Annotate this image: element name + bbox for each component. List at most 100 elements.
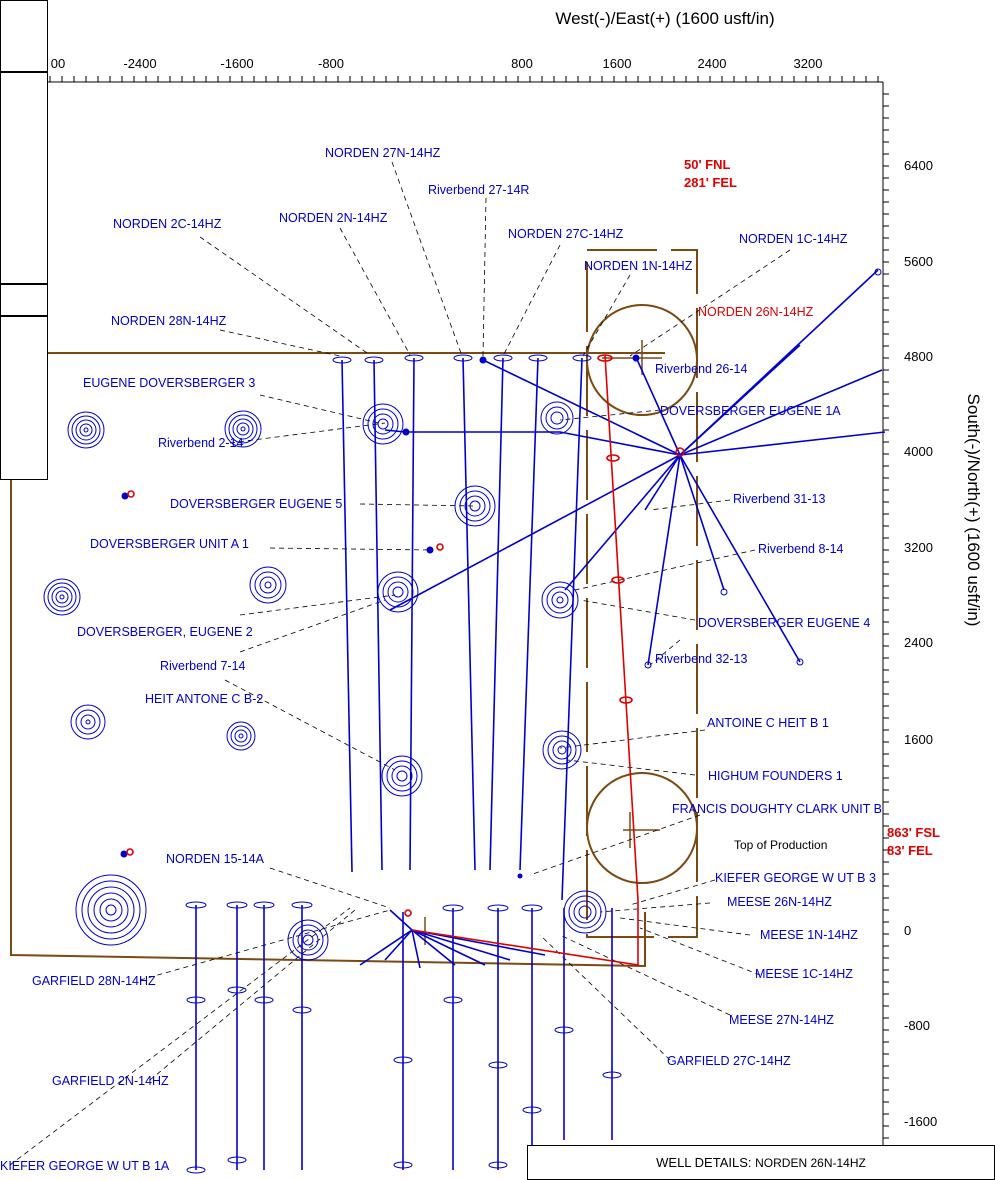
wellbore: [679, 344, 801, 456]
left-panel-lower: [0, 316, 48, 480]
section-boundary: [10, 480, 646, 968]
uncertainty-ellipse: [602, 1071, 622, 1079]
well-symbol: [121, 492, 129, 500]
leader-line: [502, 244, 561, 357]
subject-ellipse: [611, 576, 625, 584]
ring-target: [70, 704, 106, 740]
ring-target: [224, 410, 262, 448]
uncertainty-ellipse: [186, 996, 206, 1004]
y-tick-label: -800: [904, 1018, 930, 1033]
well-label: NORDEN 27N-14HZ: [325, 146, 441, 160]
leader-line: [559, 934, 731, 1016]
well-label: KIEFER GEORGE W UT B 3: [715, 871, 876, 885]
leader-line: [599, 902, 711, 913]
well-label: HEIT ANTONE C B-2: [145, 692, 263, 706]
leader-line: [9, 907, 351, 1166]
target-rings: [43, 401, 607, 961]
leader-line: [639, 927, 761, 976]
well-label: GARFIELD 2N-14HZ: [52, 1074, 169, 1088]
subject-well-path: [411, 354, 639, 966]
wellbore: [411, 929, 456, 966]
uncertainty-ellipse: [292, 1006, 312, 1014]
leader-line: [619, 917, 751, 936]
uncertainty-ellipse: [488, 1161, 508, 1169]
wellbore: [411, 929, 421, 969]
y-tick-label: 3200: [904, 540, 933, 555]
well-details-label: WELL DETAILS:: [656, 1155, 752, 1170]
leader-line: [149, 909, 356, 1081]
well-label: Riverbend 7-14: [160, 659, 246, 673]
well-label: NORDEN 1N-14HZ: [584, 259, 693, 273]
x-tick-label: 3200: [794, 56, 823, 71]
uncertainty-ellipse: [226, 901, 248, 909]
subject-ellipse: [597, 354, 613, 362]
leader-line: [559, 729, 706, 749]
uncertainty-ellipse: [291, 901, 313, 909]
well-label: GARFIELD 28N-14HZ: [32, 974, 156, 988]
ring-target: [67, 411, 105, 449]
wellbore: [634, 354, 681, 456]
wellbore: [359, 929, 413, 966]
wellbore: [644, 454, 681, 511]
y-tick-label: 0: [904, 923, 911, 938]
leader-line: [529, 814, 701, 876]
well-details-box: WELL DETAILS: NORDEN 26N-14HZ: [527, 1145, 995, 1180]
x-tick-label: 800: [511, 56, 533, 71]
y-axis: [882, 82, 889, 1151]
left-panel-header: [0, 284, 48, 316]
subject-marker: [127, 490, 135, 498]
ring-target: [454, 485, 496, 527]
uncertainty-ellipse: [227, 1156, 247, 1164]
wellbore: [679, 431, 886, 456]
leader-line: [539, 934, 671, 1061]
wellbore: [411, 929, 511, 961]
well-label: MEESE 27N-14HZ: [729, 1013, 834, 1027]
x-axis-title: West(-)/East(+) (1600 usft/in): [555, 9, 774, 28]
heel-fnl-note: 50' FNL: [684, 157, 730, 172]
leader-line: [649, 639, 681, 666]
wellbore: [411, 929, 486, 966]
wellbore: [405, 431, 681, 456]
well-label: NORDEN 26N-14HZ: [698, 305, 814, 319]
well-details-name: NORDEN 26N-14HZ: [755, 1156, 866, 1170]
uncertainty-ellipse: [572, 354, 592, 362]
well-label: NORDEN 27C-14HZ: [508, 227, 624, 241]
well-label: NORDEN 15-14A: [166, 852, 265, 866]
left-panel-middle: [0, 72, 48, 284]
y-tick-label: 5600: [904, 254, 933, 269]
leader-line: [139, 909, 391, 981]
well-label: MEESE 1N-14HZ: [760, 928, 858, 942]
well-label: DOVERSBERGER EUGENE 1A: [660, 404, 841, 418]
y-tick-labels: 6400 5600 4800 4000 3200 2400 1600 0 -80…: [904, 158, 937, 1129]
well-label: NORDEN 2C-14HZ: [113, 217, 222, 231]
leader-line: [629, 249, 791, 357]
uncertainty-ellipse: [521, 904, 543, 912]
wellbore: [389, 454, 681, 611]
ring-target: [381, 755, 423, 797]
ring-target: [541, 581, 579, 619]
well-label: Riverbend 2-14: [158, 436, 244, 450]
uncertainty-ellipse: [227, 986, 247, 994]
wellbore: [564, 454, 681, 591]
leader-line: [649, 499, 731, 511]
leader-line: [199, 236, 371, 356]
wellbore: [647, 454, 681, 666]
uncertainty-ellipse: [186, 1166, 206, 1174]
ring-target: [287, 919, 329, 961]
well-symbol: [402, 428, 410, 436]
heel-fel-note: 281' FEL: [684, 175, 737, 190]
well-label: NORDEN 2N-14HZ: [279, 211, 388, 225]
well-label: DOVERSBERGER EUGENE 4: [698, 616, 870, 630]
wellbore: [679, 454, 725, 591]
subject-wellbore: [126, 354, 685, 966]
wellbore: [482, 359, 681, 456]
subject-marker: [436, 543, 444, 551]
uncertainty-ellipse: [522, 1106, 542, 1114]
uncertainty-ellipse: [254, 996, 274, 1004]
well-label: Riverbend 32-13: [655, 652, 747, 666]
leader-line: [482, 197, 487, 357]
uncertainty-ellipse: [332, 356, 352, 364]
x-tick-label: -1600: [220, 56, 253, 71]
wellbore: [519, 357, 539, 871]
